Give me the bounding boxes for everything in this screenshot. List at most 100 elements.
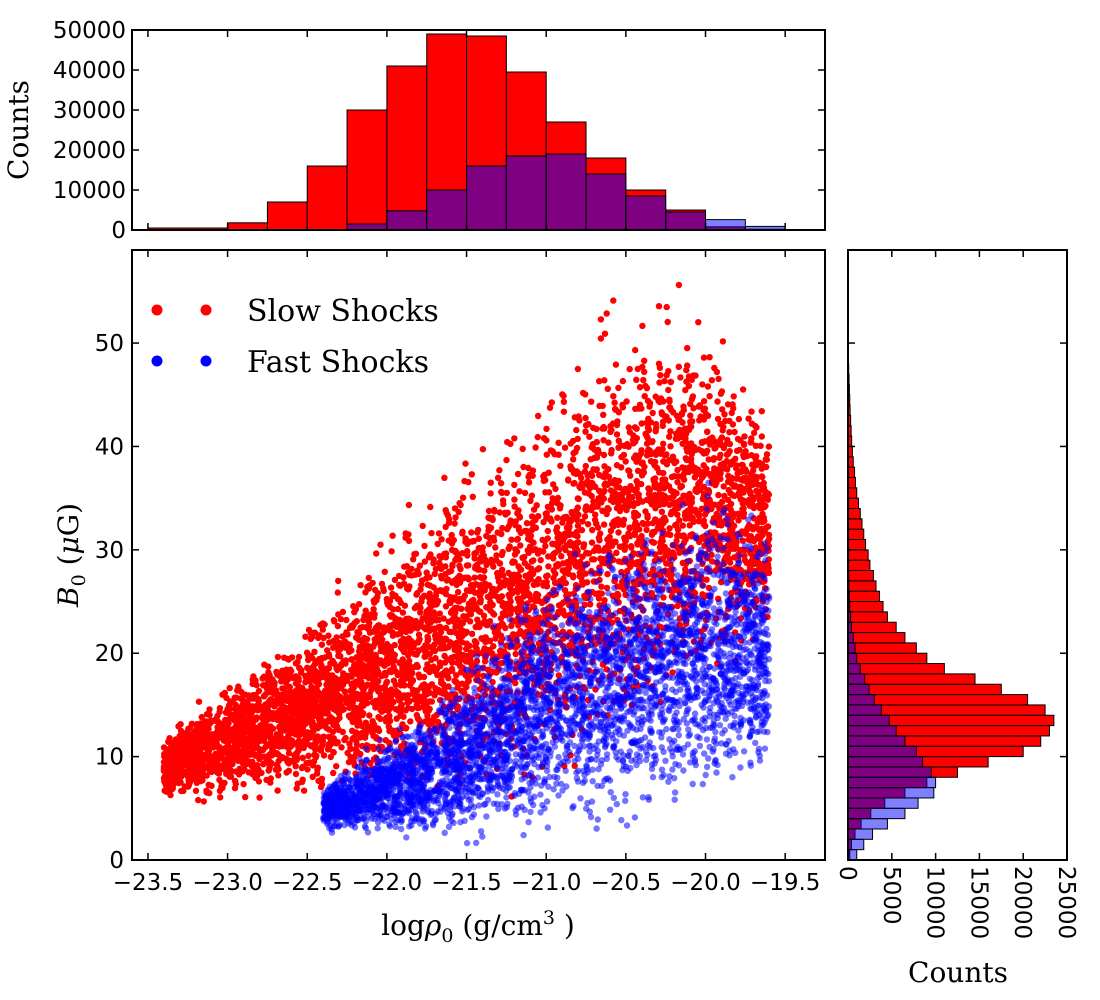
slow-shock-point: [499, 497, 507, 504]
slow-shock-point: [640, 376, 647, 384]
top-histogram-bars: [147, 33, 786, 231]
slow-shock-point: [534, 433, 541, 441]
slow-shock-point: [625, 443, 632, 450]
slow-shock-point: [637, 450, 644, 458]
slow-shock-point: [680, 471, 687, 478]
slow-shock-point: [582, 462, 589, 470]
slow-shock-point: [380, 693, 387, 701]
slow-shock-point: [222, 716, 229, 724]
slow-shock-point: [319, 626, 326, 633]
slow-shock-point: [405, 615, 412, 622]
slow-shock-point: [706, 393, 713, 400]
slow-shock-point: [622, 537, 629, 545]
slow-shock-point: [634, 467, 642, 474]
slow-shock-point: [399, 656, 406, 663]
slow-shock-point: [505, 569, 512, 577]
slow-shock-point: [525, 479, 533, 486]
slow-shock-point: [362, 607, 369, 614]
slow-shock-point: [538, 599, 546, 607]
slow-shock-point: [265, 663, 272, 670]
slow-shock-point: [325, 651, 333, 658]
slow-shock-point: [295, 732, 303, 739]
slow-shock-point: [378, 580, 386, 588]
slow-shock-point: [581, 468, 589, 475]
slow-shock-point: [394, 693, 402, 701]
slow-shock-point: [223, 694, 230, 702]
slow-shock-point: [424, 633, 431, 640]
slow-shock-point: [597, 530, 604, 537]
slow-shock-point: [700, 354, 708, 361]
slow-shock-point: [373, 550, 380, 557]
slow-shock-point: [611, 399, 618, 406]
slow-shock-point: [331, 618, 338, 625]
slow-shock-point: [703, 428, 711, 436]
slow-shock-point: [370, 732, 377, 739]
slow-shock-point: [347, 702, 354, 709]
slow-shock-point: [554, 494, 562, 502]
slow-shock-point: [671, 473, 678, 480]
slow-shock-point: [499, 548, 506, 556]
slow-shock-point: [310, 758, 318, 765]
slow-shock-point: [405, 537, 413, 544]
slow-shock-point: [582, 505, 589, 513]
slow-shock-point: [251, 744, 259, 751]
slow-shock-point: [452, 557, 459, 564]
slow-shock-point: [555, 439, 562, 446]
slow-shock-point: [657, 372, 664, 379]
slow-shock-point: [364, 583, 371, 591]
slow-shock-point: [389, 532, 396, 539]
slow-shock-point: [487, 479, 494, 486]
slow-shock-point: [740, 440, 748, 447]
slow-shock-point: [444, 576, 452, 583]
slow-shock-point: [575, 413, 582, 420]
slow-shock-point: [321, 687, 329, 694]
slow-shock-point: [274, 653, 282, 661]
slow-shock-point: [400, 713, 407, 720]
slow-shock-point: [535, 513, 542, 520]
slow-shock-point: [600, 437, 607, 444]
slow-shock-point: [305, 656, 312, 664]
slow-shock-point: [385, 698, 392, 705]
slow-shock-point: [676, 517, 683, 524]
slow-shock-point: [315, 777, 322, 785]
slow-shock-point: [578, 526, 586, 534]
slow-shock-point: [277, 733, 284, 740]
slow-shock-point: [601, 330, 609, 337]
slow-shock-point: [696, 417, 703, 424]
slow-shock-point: [579, 389, 587, 397]
slow-shock-point: [240, 780, 247, 788]
slow-shock-point: [465, 478, 472, 486]
slow-shock-point: [512, 606, 520, 613]
slow-shock-point: [388, 548, 395, 555]
slow-shock-point: [492, 544, 499, 551]
slow-shock-point: [462, 630, 469, 637]
slow-shock-point: [703, 576, 710, 583]
slow-shock-point: [517, 542, 524, 549]
slow-shock-point: [503, 456, 510, 464]
top-hist-bar-fast: [625, 195, 667, 231]
slow-shock-point: [339, 608, 347, 616]
slow-shock-point: [615, 444, 622, 451]
slow-shock-point: [736, 446, 743, 454]
slow-shock-point: [638, 532, 645, 540]
slow-shock-point: [417, 609, 424, 616]
slow-shock-point: [386, 717, 394, 725]
slow-shock-point: [436, 623, 444, 630]
slow-shock-point: [276, 691, 283, 698]
slow-shock-point: [448, 654, 455, 662]
top-hist-bar-slow: [346, 109, 388, 231]
slow-shock-point: [292, 770, 300, 778]
slow-shock-point: [324, 706, 331, 714]
slow-shock-point: [711, 364, 718, 372]
slow-shock-point: [333, 740, 340, 747]
slow-shock-point: [634, 539, 641, 547]
slow-shock-point: [438, 575, 445, 582]
slow-shock-point: [458, 680, 466, 687]
slow-shock-point: [472, 643, 479, 650]
slow-shock-point: [481, 567, 488, 574]
slow-shock-point: [635, 494, 642, 502]
slow-shock-point: [499, 524, 506, 532]
slow-shock-point: [293, 721, 300, 729]
slow-shock-point: [641, 357, 648, 364]
slow-shock-point: [615, 384, 622, 392]
